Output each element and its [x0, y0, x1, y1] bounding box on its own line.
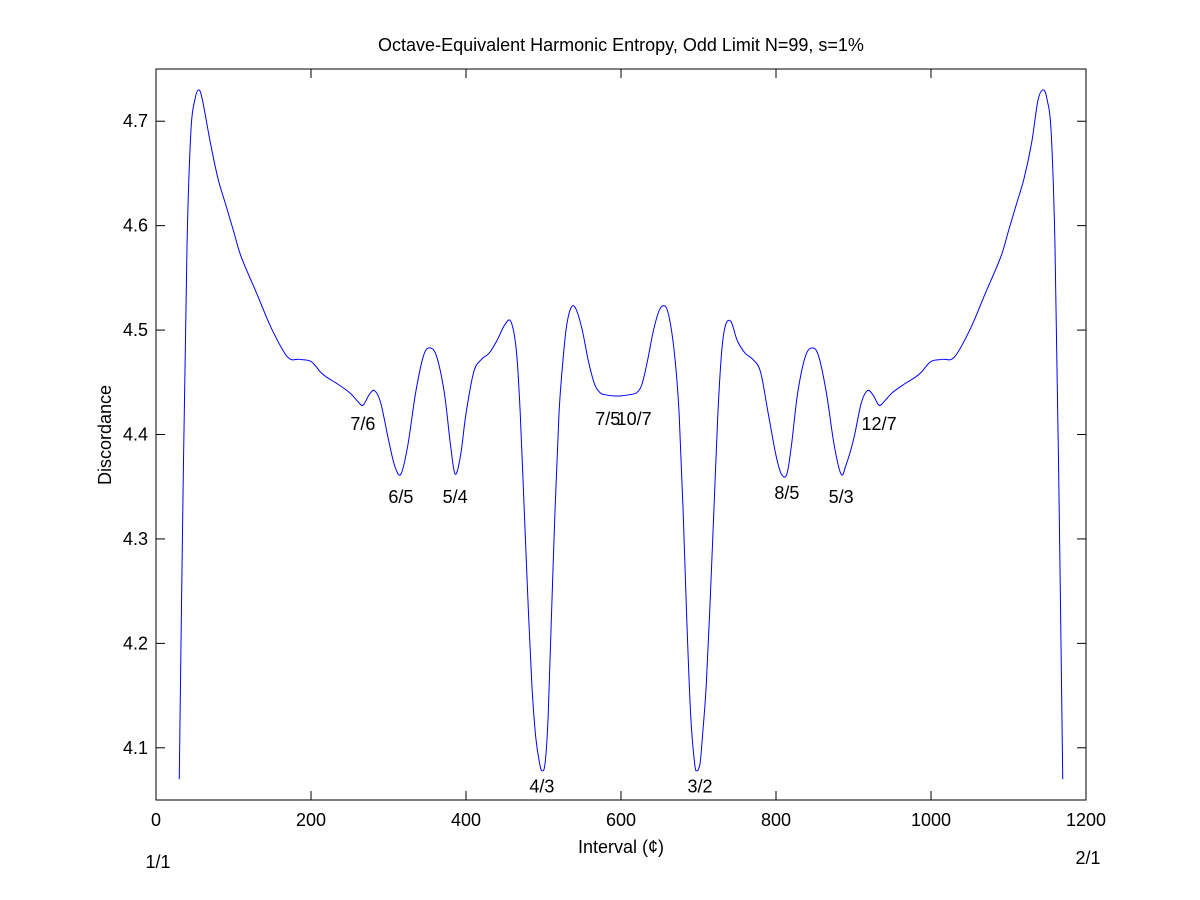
ratio-annotation: 6/5: [388, 487, 413, 507]
y-tick-label: 4.1: [123, 738, 148, 758]
x-axis: 0 200 400 600 800 1000 1200: [151, 69, 1106, 830]
ratio-annotation: 8/5: [774, 483, 799, 503]
y-axis-label: Discordance: [95, 385, 115, 485]
annotations: 7/6 6/5 5/4 4/3 7/510/7 3/2 8/5 5/3 12/7: [350, 409, 896, 797]
edge-label-right: 2/1: [1075, 848, 1100, 868]
plot-area: [156, 69, 1086, 800]
x-axis-label: Interval (¢): [578, 837, 664, 857]
y-tick-label: 4.2: [123, 633, 148, 653]
y-tick-label: 4.6: [123, 216, 148, 236]
y-tick-label: 4.7: [123, 111, 148, 131]
y-tick-label: 4.4: [123, 425, 148, 445]
chart-title: Octave-Equivalent Harmonic Entropy, Odd …: [378, 35, 864, 55]
x-tick-label: 800: [761, 810, 791, 830]
y-axis: 4.1 4.2 4.3 4.4 4.5 4.6 4.7: [123, 111, 1086, 758]
edge-label-left: 1/1: [145, 852, 170, 872]
ratio-annotation: 5/3: [829, 487, 854, 507]
x-tick-label: 1000: [911, 810, 951, 830]
ratio-annotation: 10/7: [617, 409, 652, 429]
series-layer: [178, 89, 1064, 780]
ratio-annotation: 3/2: [688, 776, 713, 796]
ratio-annotation: 4/3: [529, 776, 554, 796]
y-tick-label: 4.3: [123, 529, 148, 549]
ratio-annotation: 5/4: [443, 487, 468, 507]
x-tick-label: 400: [451, 810, 481, 830]
y-tick-label: 4.5: [123, 320, 148, 340]
x-tick-label: 600: [606, 810, 636, 830]
x-tick-label: 200: [296, 810, 326, 830]
ratio-annotation: 7/6: [350, 414, 375, 434]
ratio-annotation: 7/5: [595, 409, 620, 429]
series-line-0: [178, 89, 1064, 780]
ratio-annotation: 12/7: [862, 414, 897, 434]
x-tick-label: 0: [151, 810, 161, 830]
x-tick-label: 1200: [1066, 810, 1106, 830]
